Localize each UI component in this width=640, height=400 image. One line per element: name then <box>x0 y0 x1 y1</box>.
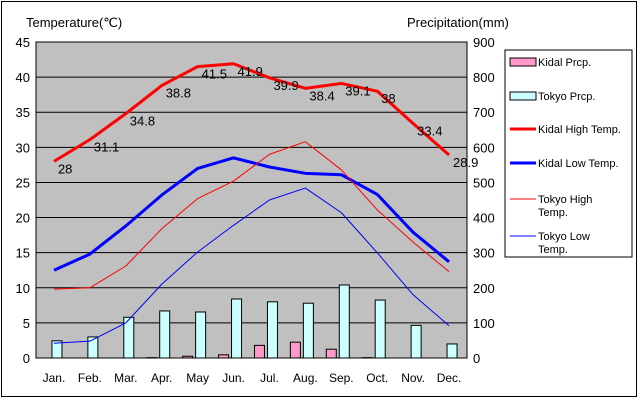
category-label: Jul. <box>260 371 279 385</box>
legend-label: Temp. <box>538 244 568 256</box>
legend-swatch <box>509 91 537 101</box>
legend-label: Tokyo Prcp. <box>538 91 595 103</box>
precip-bar <box>253 344 265 359</box>
right-tick-label: 100 <box>473 316 495 331</box>
data-label: 31.1 <box>94 140 119 155</box>
right-axis-title: Precipitation(mm) <box>407 15 509 30</box>
legend-label: Tokyo Low <box>538 231 590 243</box>
category-label: Sep. <box>329 371 354 385</box>
left-tick-label: 25 <box>16 175 30 190</box>
temp-line <box>53 141 450 290</box>
left-tick-label: 20 <box>16 211 30 226</box>
right-tick-label: 200 <box>473 281 495 296</box>
precip-bar <box>195 311 207 359</box>
legend-swatch <box>509 57 537 67</box>
data-label: 39.1 <box>345 83 370 98</box>
precip-bar <box>338 284 350 359</box>
data-label: 38.4 <box>309 88 334 103</box>
precip-bar <box>266 301 278 359</box>
left-tick-label: 0 <box>23 351 30 366</box>
legend-label: Kidal Low Temp. <box>538 158 619 170</box>
left-tick-label: 15 <box>16 246 30 261</box>
category-label: May <box>186 371 209 385</box>
plot-background <box>35 41 468 359</box>
legend-box <box>504 49 633 258</box>
left-tick-label: 35 <box>16 105 30 120</box>
right-tick-label: 700 <box>473 105 495 120</box>
left-tick-label: 10 <box>16 281 30 296</box>
precip-bar <box>51 340 63 359</box>
left-tick-label: 30 <box>16 140 30 155</box>
precip-bar <box>302 302 314 359</box>
data-label: 34.8 <box>130 114 155 129</box>
precip-bar <box>374 299 386 359</box>
precip-bar <box>410 324 422 359</box>
precip-bar <box>231 298 243 359</box>
data-label: 41.5 <box>202 67 227 82</box>
data-label: 39.9 <box>273 78 298 93</box>
precip-bar <box>218 354 230 359</box>
category-label: Feb. <box>78 371 102 385</box>
right-tick-label: 0 <box>473 351 480 366</box>
category-label: Jun. <box>222 371 245 385</box>
data-label: 33.4 <box>417 123 442 138</box>
category-label: Aug. <box>293 371 318 385</box>
data-label: 38 <box>381 91 395 106</box>
legend-label: Tokyo High <box>538 194 592 206</box>
legend-label: Kidal High Temp. <box>538 124 621 136</box>
precip-bar <box>182 355 194 359</box>
legend: Kidal Prcp. Tokyo Prcp. Kidal High Temp. Ki… <box>504 49 633 258</box>
precip-bar <box>87 336 99 359</box>
category-label: Nov. <box>401 371 425 385</box>
category-label: Apr. <box>151 371 172 385</box>
temp-line <box>53 187 450 344</box>
precip-bar <box>446 343 458 359</box>
plot-area: 0 0 5 100 10 200 15 300 20 400 25 500 30 600 35 700 40 80… <box>16 35 495 385</box>
left-tick-label: 40 <box>16 70 30 85</box>
right-tick-label: 300 <box>473 246 495 261</box>
right-tick-label: 600 <box>473 140 495 155</box>
right-tick-label: 400 <box>473 211 495 226</box>
precip-bar <box>159 310 171 359</box>
temp-line <box>53 62 451 163</box>
category-label: Jan. <box>43 371 66 385</box>
legend-label: Temp. <box>538 207 568 219</box>
temp-line <box>53 156 450 272</box>
right-tick-label: 500 <box>473 175 495 190</box>
left-axis-title: Temperature(℃) <box>26 15 122 30</box>
precip-bar <box>289 341 301 359</box>
precip-bar <box>325 348 337 359</box>
data-label: 38.8 <box>166 86 191 101</box>
precip-bar <box>123 316 135 359</box>
data-label: 28 <box>58 161 72 176</box>
category-label: Oct. <box>366 371 388 385</box>
data-label: 41.9 <box>238 64 263 79</box>
data-label: 28.9 <box>453 155 478 170</box>
category-label: Dec. <box>437 371 462 385</box>
right-tick-label: 800 <box>473 70 495 85</box>
left-tick-label: 5 <box>23 316 30 331</box>
category-label: Mar. <box>114 371 137 385</box>
legend-label: Kidal Prcp. <box>538 57 591 69</box>
left-tick-label: 45 <box>16 35 30 50</box>
right-tick-label: 900 <box>473 35 495 50</box>
